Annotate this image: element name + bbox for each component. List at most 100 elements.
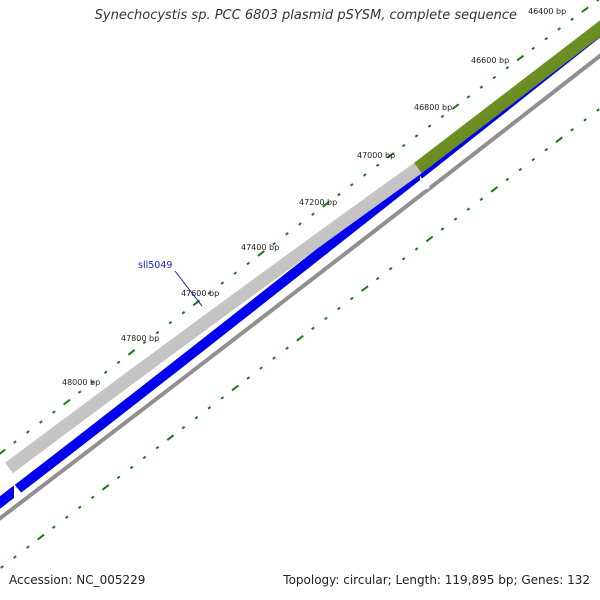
minor-tick bbox=[596, 0, 600, 2]
minor-tick bbox=[220, 281, 225, 285]
minor-tick bbox=[65, 515, 69, 519]
major-tick bbox=[555, 136, 563, 143]
minor-tick bbox=[220, 396, 225, 400]
major-tick bbox=[322, 201, 330, 208]
minor-tick bbox=[51, 410, 56, 414]
minor-tick bbox=[505, 177, 510, 182]
minor-tick bbox=[233, 271, 237, 275]
minor-tick bbox=[194, 416, 199, 420]
minor-tick bbox=[298, 222, 302, 226]
minor-tick bbox=[363, 173, 367, 177]
minor-tick bbox=[466, 207, 471, 211]
minor-tick bbox=[52, 525, 56, 529]
minor-tick bbox=[26, 430, 30, 434]
minor-tick bbox=[337, 192, 341, 197]
major-tick bbox=[101, 484, 110, 491]
tick-label: 48000 bp bbox=[62, 378, 100, 387]
minor-tick bbox=[129, 465, 134, 470]
minor-tick bbox=[272, 242, 276, 246]
minor-tick bbox=[116, 475, 121, 480]
minor-tick bbox=[492, 75, 497, 80]
minor-tick bbox=[596, 108, 600, 112]
minor-tick bbox=[26, 545, 30, 549]
minor-tick bbox=[13, 555, 17, 559]
major-tick bbox=[166, 434, 175, 441]
tick-label: 47600 bp bbox=[181, 289, 219, 298]
minor-tick bbox=[77, 505, 82, 510]
outer-tick-marks bbox=[0, 0, 600, 455]
minor-tick bbox=[401, 143, 406, 148]
minor-tick bbox=[544, 36, 549, 41]
minor-tick bbox=[518, 167, 523, 172]
minor-tick bbox=[414, 134, 419, 138]
minor-tick bbox=[531, 46, 536, 51]
reverse-strand-arrow bbox=[14, 484, 24, 500]
major-tick bbox=[516, 54, 525, 62]
minor-tick bbox=[311, 326, 315, 330]
minor-tick bbox=[207, 406, 212, 410]
tick-label: 47000 bp bbox=[357, 151, 395, 160]
tick-label: 46800 bp bbox=[414, 103, 452, 112]
minor-tick bbox=[181, 425, 186, 430]
minor-tick bbox=[583, 118, 587, 122]
major-tick bbox=[127, 349, 136, 356]
minor-tick bbox=[103, 370, 108, 374]
minor-tick bbox=[570, 128, 574, 132]
gene-label-sll5049[interactable]: sll5049 bbox=[138, 260, 172, 271]
minor-tick bbox=[285, 232, 289, 236]
reverse-strand-arrow bbox=[420, 176, 430, 191]
minor-tick bbox=[479, 85, 484, 89]
minor-tick bbox=[0, 565, 4, 569]
minor-tick bbox=[440, 114, 445, 119]
minor-tick bbox=[557, 27, 561, 31]
topology-summary: Topology: circular; Length: 119,895 bp; … bbox=[283, 573, 590, 587]
tick-label: 47400 bp bbox=[241, 243, 279, 252]
minor-tick bbox=[388, 266, 393, 271]
minor-tick bbox=[544, 147, 549, 152]
minor-tick bbox=[207, 291, 212, 295]
minor-tick bbox=[479, 197, 484, 201]
minor-tick bbox=[285, 346, 289, 350]
tick-labels: 46400 bp 46600 bp 46800 bp 47000 bp 4720… bbox=[62, 7, 566, 387]
minor-tick bbox=[505, 66, 510, 70]
minor-tick bbox=[246, 261, 250, 266]
major-tick bbox=[451, 103, 460, 110]
tick-label: 47200 bp bbox=[299, 198, 337, 207]
major-tick bbox=[296, 335, 304, 342]
major-tick bbox=[257, 250, 265, 257]
minor-tick bbox=[181, 311, 186, 315]
sequence-backbone bbox=[0, 53, 600, 521]
minor-tick bbox=[531, 157, 536, 162]
minor-tick bbox=[246, 376, 250, 380]
minor-tick bbox=[440, 227, 445, 231]
minor-tick bbox=[337, 306, 341, 311]
tick-label: 47800 bp bbox=[121, 334, 159, 343]
minor-tick bbox=[116, 360, 121, 365]
minor-tick bbox=[350, 183, 354, 187]
major-tick bbox=[581, 6, 589, 13]
minor-tick bbox=[311, 212, 315, 216]
forward-strand-feature-gray[interactable] bbox=[5, 162, 422, 474]
minor-tick bbox=[13, 440, 17, 444]
major-tick bbox=[361, 285, 369, 292]
minor-tick bbox=[350, 296, 354, 301]
minor-tick bbox=[142, 455, 147, 460]
minor-tick bbox=[155, 330, 160, 335]
major-tick bbox=[386, 152, 395, 159]
major-tick bbox=[62, 398, 71, 406]
minor-tick bbox=[90, 495, 95, 500]
forward-strand-feature-olive[interactable] bbox=[414, 20, 600, 174]
tick-label: 46400 bp bbox=[528, 7, 566, 16]
minor-tick bbox=[77, 390, 82, 394]
minor-tick bbox=[414, 247, 419, 251]
map-title: Synechocystis sp. PCC 6803 plasmid pSYSM… bbox=[94, 8, 517, 23]
minor-tick bbox=[259, 366, 263, 370]
minor-tick bbox=[466, 95, 471, 99]
major-tick bbox=[231, 384, 240, 392]
minor-tick bbox=[453, 217, 458, 221]
minor-tick bbox=[168, 320, 173, 325]
inner-tick-marks bbox=[0, 108, 600, 569]
minor-tick bbox=[324, 316, 328, 321]
major-tick bbox=[425, 235, 434, 243]
